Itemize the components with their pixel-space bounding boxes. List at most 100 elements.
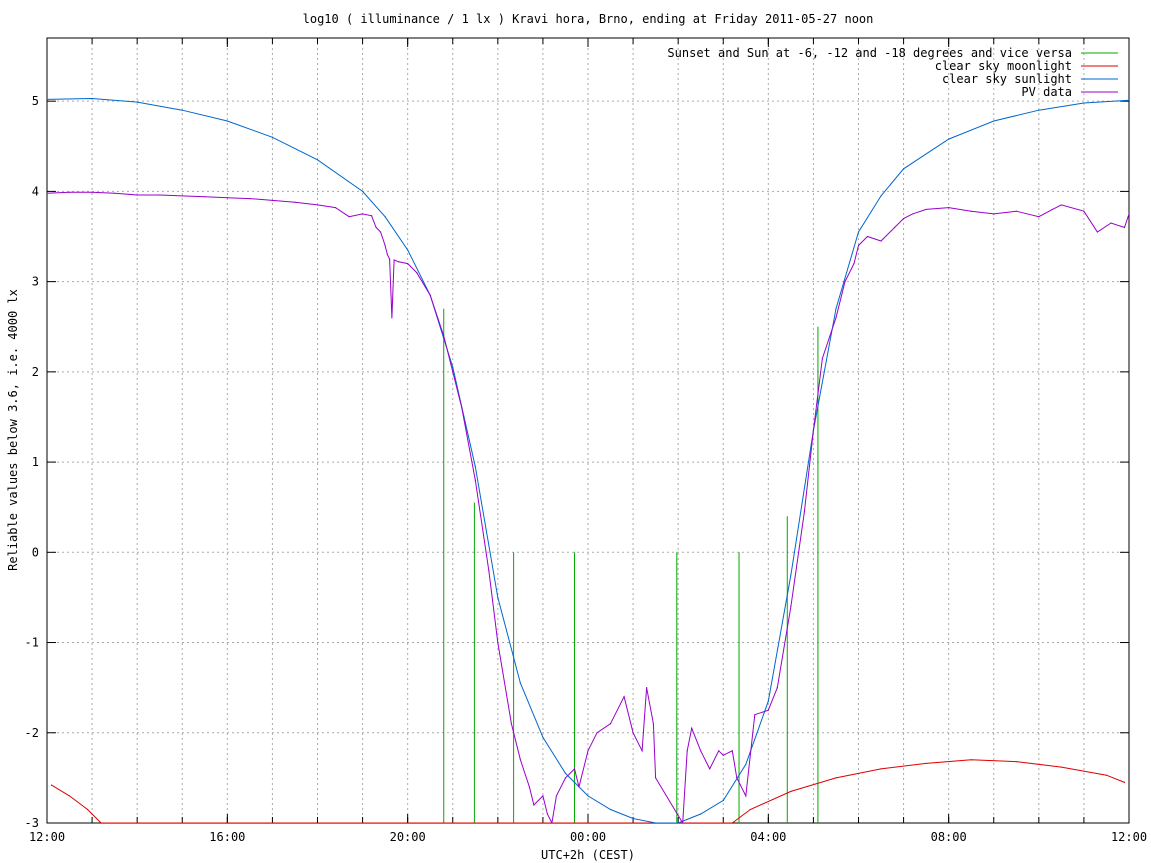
data-point xyxy=(91,97,93,100)
data-point xyxy=(835,777,837,779)
data-point xyxy=(722,799,724,802)
x-tick-label: 04:00 xyxy=(750,830,786,844)
data-point xyxy=(745,795,747,797)
data-point xyxy=(790,605,792,608)
data-point xyxy=(682,822,684,823)
y-tick-label: 1 xyxy=(32,455,39,469)
data-point xyxy=(391,317,393,319)
x-tick-label: 16:00 xyxy=(209,830,245,844)
y-tick-label: -3 xyxy=(25,816,39,830)
chart-title: log10 ( illuminance / 1 lx ) Kravi hora,… xyxy=(303,12,874,26)
data-point xyxy=(452,366,454,368)
data-point xyxy=(407,262,409,265)
data-point xyxy=(812,429,815,432)
data-point xyxy=(226,197,228,199)
data-point xyxy=(1060,204,1062,206)
data-point xyxy=(1015,210,1017,212)
data-point xyxy=(519,759,521,761)
y-tick-label: 0 xyxy=(32,545,39,559)
data-point xyxy=(745,763,747,765)
data-point xyxy=(389,258,391,260)
data-point xyxy=(821,357,824,359)
data-point xyxy=(1105,774,1108,776)
data-point xyxy=(1128,213,1129,215)
data-point xyxy=(632,732,634,734)
data-point xyxy=(416,271,418,274)
data-point xyxy=(271,199,274,202)
data-point xyxy=(555,795,558,797)
data-point xyxy=(731,750,733,752)
data-point xyxy=(564,777,567,779)
data-point xyxy=(461,407,463,409)
data-point xyxy=(835,317,837,319)
y-tick-label: 5 xyxy=(32,94,39,108)
data-point xyxy=(835,308,837,310)
data-point xyxy=(384,216,386,218)
data-point xyxy=(91,191,93,193)
series-2 xyxy=(50,759,1126,823)
data-point xyxy=(844,281,846,283)
data-point xyxy=(754,714,756,716)
data-point xyxy=(519,682,521,684)
data-point xyxy=(375,226,377,229)
data-point xyxy=(677,822,679,823)
data-point xyxy=(790,574,792,576)
data-point xyxy=(488,569,490,571)
data-point xyxy=(546,813,549,815)
data-point xyxy=(857,231,860,233)
legend: Sunset and Sun at -6, -12 and -18 degree… xyxy=(667,46,1118,99)
legend-label: clear sky moonlight xyxy=(935,59,1072,73)
data-point xyxy=(1096,231,1099,233)
data-point xyxy=(1038,216,1040,218)
y-tick-label: -2 xyxy=(25,726,39,740)
data-point xyxy=(474,479,476,481)
data-point xyxy=(348,216,350,218)
data-point xyxy=(912,213,914,215)
data-point xyxy=(542,736,544,738)
data-point xyxy=(948,207,950,209)
x-tick-label: 00:00 xyxy=(570,830,606,844)
data-point xyxy=(880,195,882,197)
data-point xyxy=(294,201,296,203)
data-point xyxy=(68,795,71,797)
data-point xyxy=(497,596,499,599)
data-point xyxy=(226,120,228,122)
data-point xyxy=(767,700,769,702)
data-point xyxy=(925,208,927,211)
data-point xyxy=(1038,109,1040,111)
data-point xyxy=(948,138,950,140)
data-point xyxy=(573,768,576,770)
data-point xyxy=(893,226,896,229)
data-point xyxy=(641,750,643,752)
data-point xyxy=(1123,781,1126,783)
data-point xyxy=(204,196,206,198)
data-point xyxy=(880,240,882,242)
data-point xyxy=(700,750,702,752)
data-point xyxy=(50,784,53,786)
x-axis-label: UTC+2h (CEST) xyxy=(541,848,635,862)
data-point xyxy=(136,101,138,103)
data-point xyxy=(114,192,116,194)
series-layer xyxy=(47,97,1129,823)
data-point xyxy=(393,259,395,261)
data-point xyxy=(767,709,769,711)
data-point xyxy=(925,762,927,765)
data-point xyxy=(551,822,553,823)
data-point xyxy=(474,465,476,468)
data-point xyxy=(623,696,625,698)
data-point xyxy=(587,795,589,797)
data-point xyxy=(1083,102,1085,104)
data-point xyxy=(181,109,183,111)
y-tick-label: -1 xyxy=(25,636,39,650)
data-point xyxy=(47,98,48,100)
data-point xyxy=(749,808,751,811)
data-point xyxy=(407,249,409,251)
grid xyxy=(47,38,1129,823)
data-point xyxy=(970,210,972,212)
data-point xyxy=(686,750,688,752)
data-point xyxy=(334,207,337,209)
data-point xyxy=(528,786,530,788)
axis-ticks: -3 -2 -1 0 1 2 3 4 5 12:00 16:00 20:00 00:00 04:00 08:… xyxy=(25,38,1147,844)
data-point xyxy=(691,727,693,729)
